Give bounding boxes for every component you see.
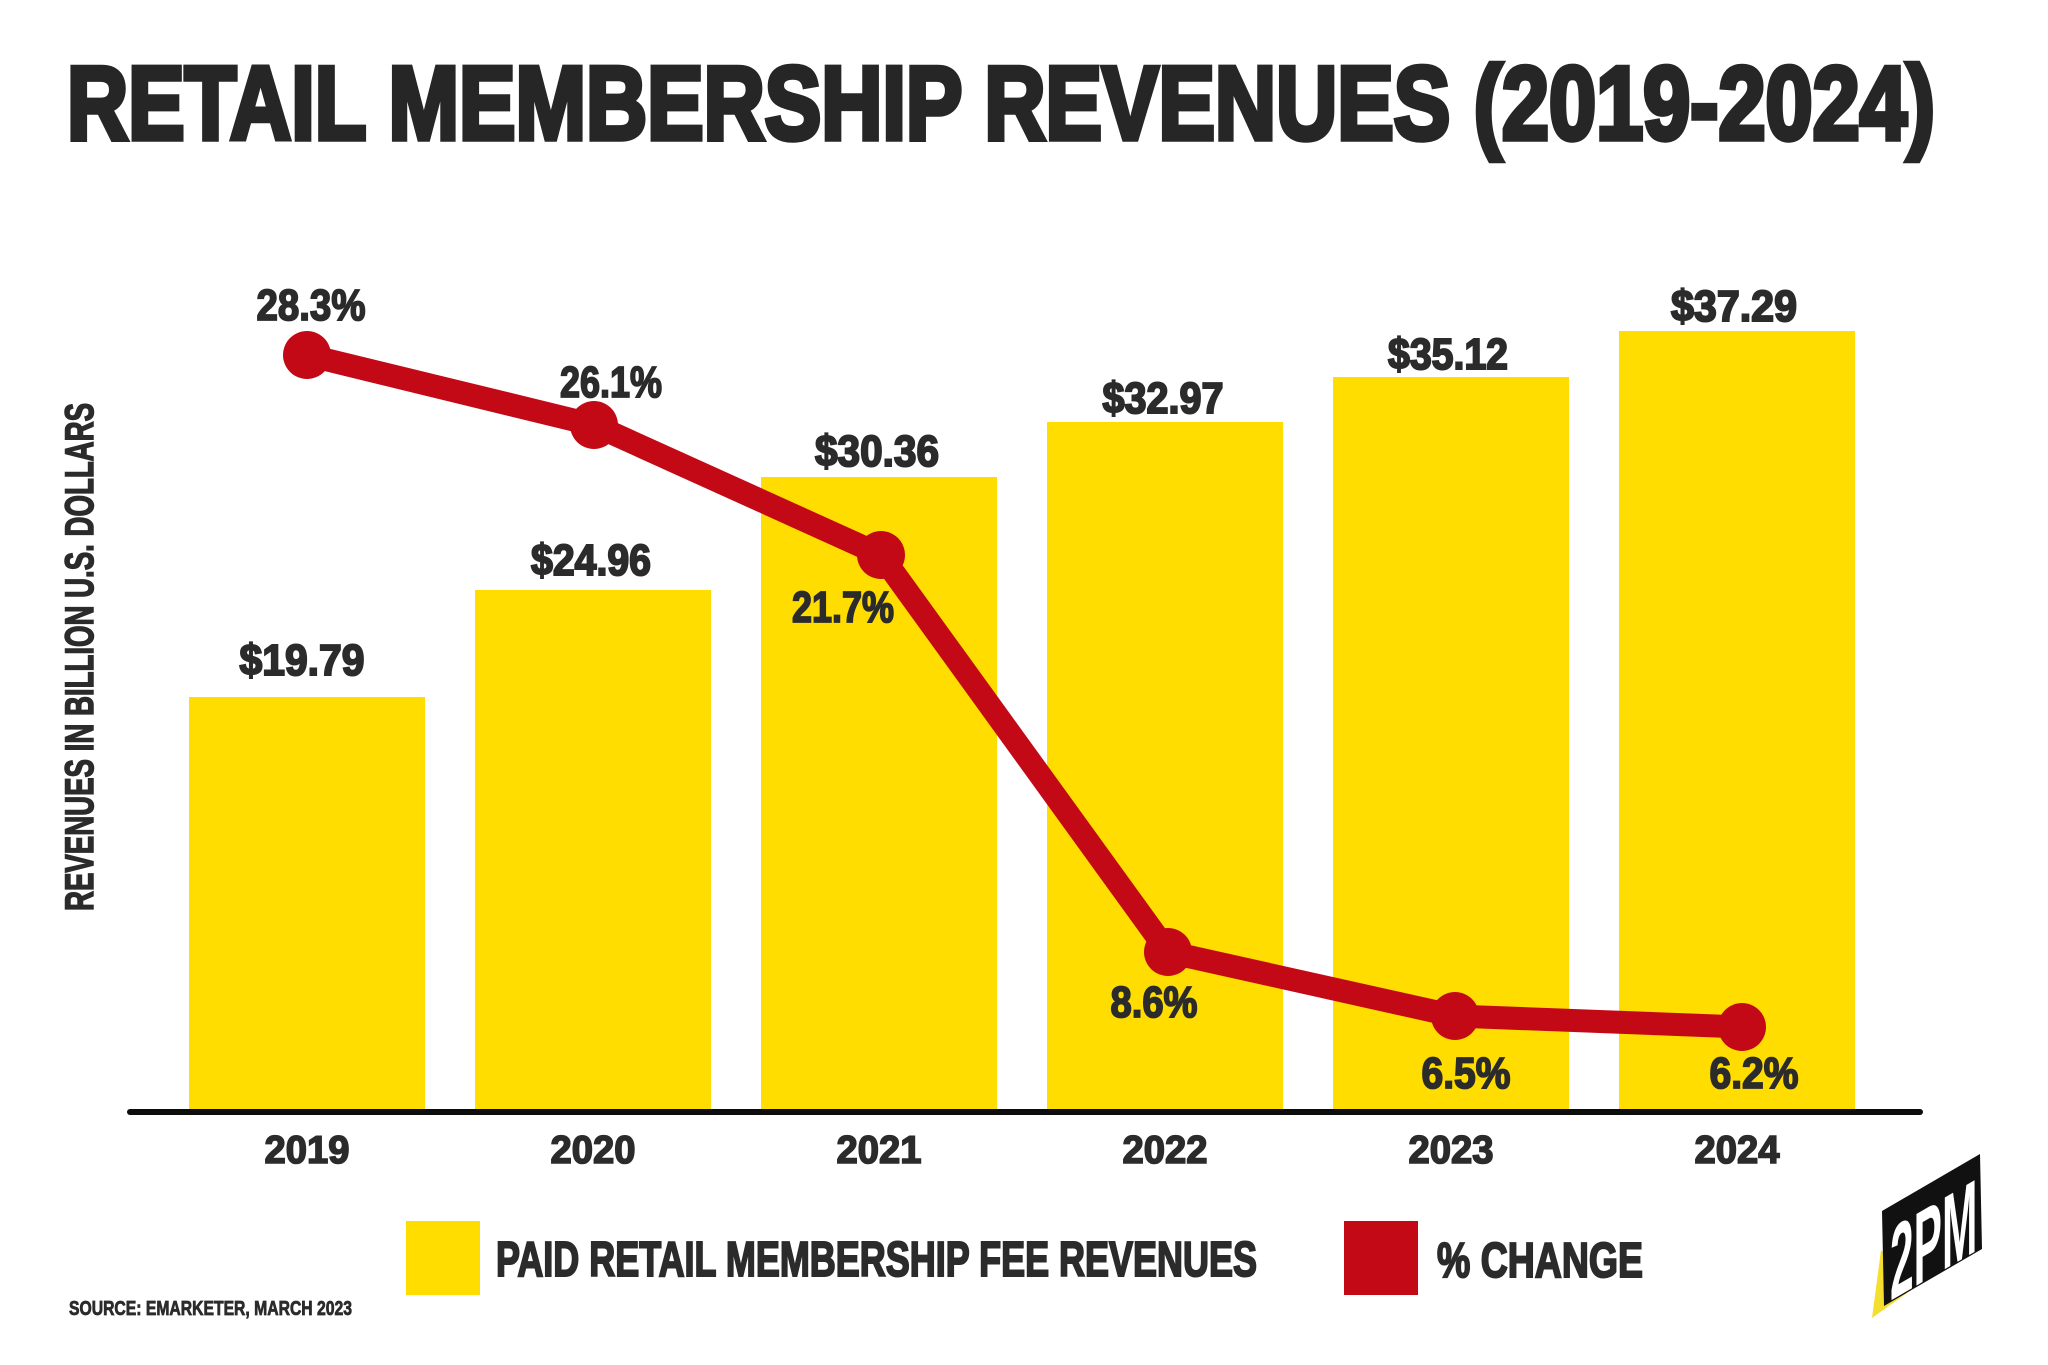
svg-text:PAID RETAIL MEMBERSHIP FEE REV: PAID RETAIL MEMBERSHIP FEE REVENUES (496, 1233, 1257, 1287)
svg-text:$30.36: $30.36 (815, 427, 939, 476)
svg-text:$32.97: $32.97 (1103, 374, 1224, 423)
svg-text:$35.12: $35.12 (1388, 330, 1508, 379)
svg-text:8.6%: 8.6% (1111, 978, 1198, 1027)
svg-text:$19.79: $19.79 (240, 636, 365, 685)
svg-text:2021: 2021 (837, 1129, 922, 1172)
svg-text:2024: 2024 (1695, 1129, 1780, 1172)
svg-text:6.2%: 6.2% (1710, 1049, 1799, 1098)
svg-text:28.3%: 28.3% (257, 281, 366, 330)
svg-text:21.7%: 21.7% (792, 583, 894, 632)
svg-text:6.5%: 6.5% (1422, 1049, 1511, 1098)
svg-text:REVENUES IN BILLION U.S. DOLLA: REVENUES IN BILLION U.S. DOLLARS (58, 403, 102, 911)
svg-text:SOURCE: EMARKETER, MARCH 2023: SOURCE: EMARKETER, MARCH 2023 (69, 1298, 352, 1320)
svg-text:% CHANGE: % CHANGE (1437, 1234, 1643, 1288)
svg-text:26.1%: 26.1% (560, 358, 662, 407)
svg-text:2020: 2020 (551, 1129, 636, 1172)
svg-text:$37.29: $37.29 (1671, 282, 1797, 331)
svg-text:2019: 2019 (265, 1129, 350, 1172)
svg-text:2023: 2023 (1409, 1129, 1494, 1172)
svg-text:RETAIL MEMBERSHIP REVENUES (20: RETAIL MEMBERSHIP REVENUES (2019-2024) (67, 46, 1935, 162)
svg-text:2022: 2022 (1123, 1129, 1208, 1172)
svg-text:$24.96: $24.96 (531, 536, 651, 585)
